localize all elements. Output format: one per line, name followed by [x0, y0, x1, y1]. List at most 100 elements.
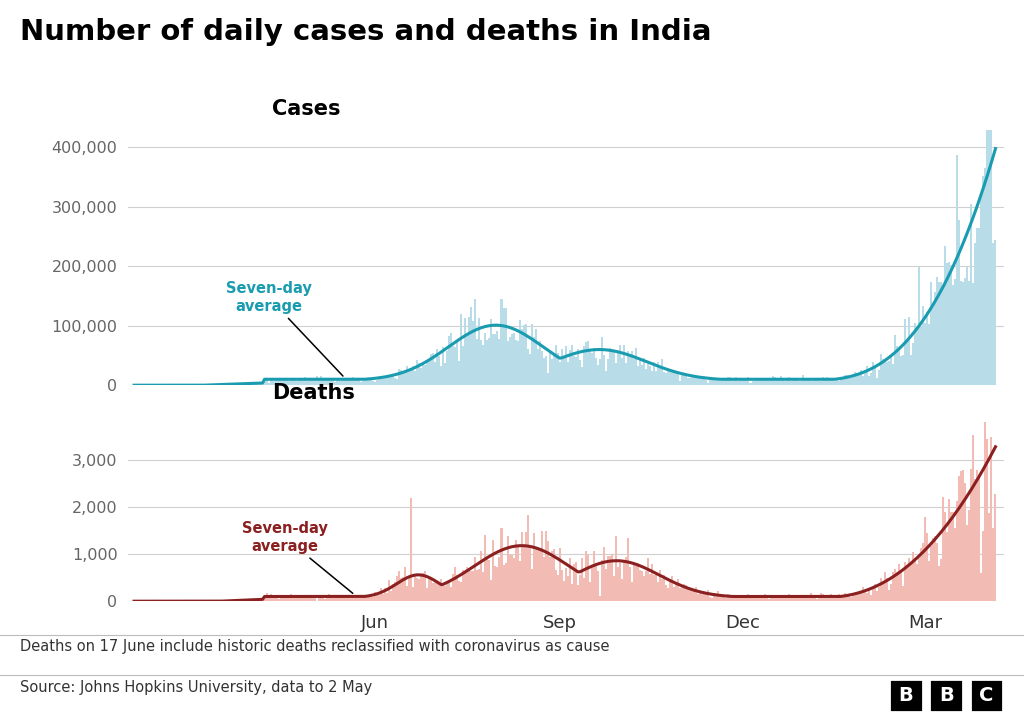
- Bar: [725, 379, 727, 385]
- Bar: [378, 377, 380, 385]
- Bar: [925, 517, 927, 601]
- Bar: [315, 376, 317, 385]
- Bar: [555, 570, 557, 601]
- Bar: [777, 378, 779, 385]
- Bar: [412, 587, 414, 601]
- Bar: [414, 371, 416, 385]
- Bar: [225, 384, 227, 385]
- Bar: [906, 565, 908, 601]
- Bar: [472, 321, 474, 385]
- Bar: [394, 582, 396, 601]
- Bar: [306, 595, 308, 601]
- Bar: [621, 579, 623, 601]
- Bar: [271, 381, 273, 385]
- Bar: [313, 598, 315, 601]
- Bar: [549, 557, 551, 601]
- Bar: [980, 572, 982, 601]
- Bar: [482, 572, 484, 601]
- Bar: [850, 378, 852, 385]
- Bar: [348, 597, 350, 601]
- Bar: [384, 588, 386, 601]
- Bar: [511, 334, 513, 385]
- Bar: [829, 380, 831, 385]
- Bar: [589, 582, 591, 601]
- Bar: [282, 378, 284, 385]
- Bar: [785, 379, 787, 385]
- Bar: [848, 378, 850, 385]
- Bar: [969, 510, 971, 601]
- Bar: [820, 381, 822, 385]
- Text: Seven-day
average: Seven-day average: [242, 521, 352, 593]
- Bar: [561, 570, 563, 601]
- Bar: [378, 595, 380, 601]
- Bar: [965, 483, 967, 601]
- Bar: [280, 595, 282, 601]
- Bar: [595, 565, 597, 601]
- Bar: [302, 378, 304, 385]
- Bar: [474, 557, 476, 601]
- Bar: [256, 383, 257, 385]
- Bar: [880, 577, 882, 601]
- FancyBboxPatch shape: [929, 679, 964, 712]
- Bar: [908, 317, 910, 385]
- Bar: [659, 570, 662, 601]
- Bar: [752, 381, 754, 385]
- Bar: [486, 340, 488, 385]
- Bar: [428, 578, 430, 601]
- Bar: [476, 570, 478, 601]
- Bar: [269, 595, 271, 601]
- Bar: [482, 345, 484, 385]
- Bar: [545, 531, 547, 601]
- Bar: [501, 300, 503, 385]
- Bar: [574, 356, 577, 385]
- Bar: [585, 551, 587, 601]
- Bar: [591, 567, 593, 601]
- Bar: [643, 576, 645, 601]
- Bar: [627, 351, 629, 385]
- Bar: [455, 567, 457, 601]
- Bar: [404, 369, 407, 385]
- Bar: [593, 551, 595, 601]
- Bar: [651, 371, 653, 385]
- Bar: [874, 585, 876, 601]
- Bar: [296, 381, 298, 385]
- Bar: [366, 595, 368, 601]
- Bar: [309, 596, 311, 601]
- Bar: [785, 597, 787, 601]
- Bar: [411, 371, 412, 385]
- Bar: [593, 348, 595, 385]
- Bar: [288, 381, 290, 385]
- Bar: [783, 381, 785, 385]
- Bar: [446, 351, 449, 385]
- Bar: [844, 375, 846, 385]
- Text: Cases: Cases: [272, 99, 341, 120]
- Bar: [668, 588, 669, 601]
- Bar: [623, 561, 625, 601]
- Bar: [938, 567, 940, 601]
- Bar: [829, 594, 831, 601]
- Bar: [870, 595, 872, 601]
- Bar: [461, 582, 463, 601]
- Bar: [666, 373, 668, 385]
- Bar: [440, 580, 442, 601]
- Bar: [950, 264, 952, 385]
- Bar: [233, 384, 236, 385]
- Bar: [934, 536, 936, 601]
- Bar: [382, 594, 384, 601]
- Bar: [952, 285, 954, 385]
- Bar: [457, 342, 459, 385]
- Bar: [545, 356, 547, 385]
- Bar: [963, 282, 965, 385]
- Bar: [944, 512, 946, 601]
- Bar: [252, 600, 254, 601]
- Bar: [267, 595, 269, 601]
- Bar: [633, 359, 635, 385]
- Bar: [278, 378, 280, 385]
- Bar: [914, 558, 916, 601]
- Bar: [364, 380, 366, 385]
- Bar: [846, 598, 848, 601]
- Bar: [324, 599, 326, 601]
- Bar: [790, 382, 792, 385]
- Bar: [980, 195, 982, 385]
- Bar: [659, 368, 662, 385]
